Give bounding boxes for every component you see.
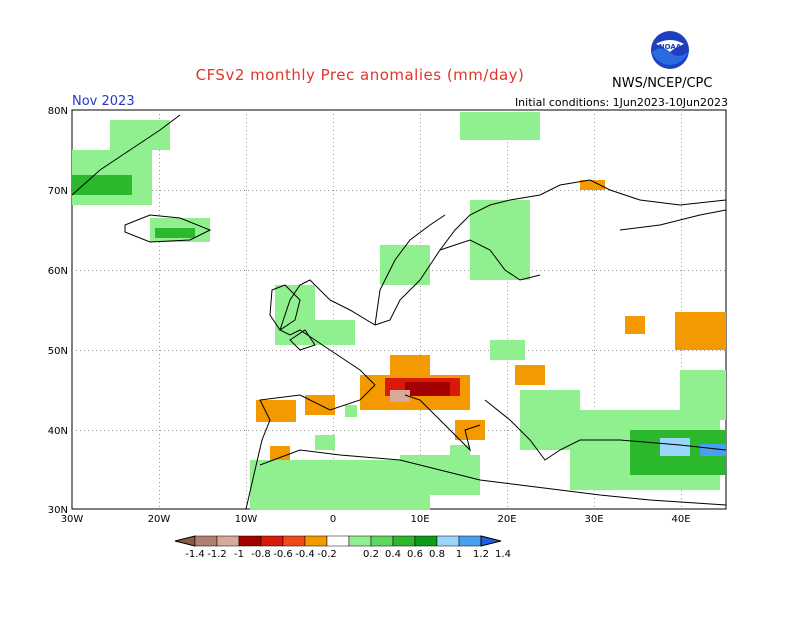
colorbar-label: -1: [234, 549, 244, 560]
svg-text:NOAA: NOAA: [659, 43, 682, 51]
lon-label: 20W: [148, 514, 171, 525]
colorbar-swatch: [238, 535, 262, 547]
colorbar-end-high: [480, 535, 502, 547]
gridlines: [72, 110, 726, 509]
lat-label: 30N: [48, 505, 68, 516]
colorbar-swatch: [282, 535, 306, 547]
colorbar-label: -0.2: [317, 549, 337, 560]
colorbar-swatch: [458, 535, 482, 547]
colorbar-label: 0.8: [429, 549, 445, 560]
colorbar-labels: -1.4 -1.2 -1 -0.8 -0.6 -0.4 -0.2 0.2 0.4 0.6 0.8 1 1…: [185, 549, 511, 560]
lon-label: 30E: [584, 514, 603, 525]
colorbar-end-low: [174, 535, 196, 547]
colorbar-label: 0.4: [385, 549, 401, 560]
colorbar-label: -1.4: [185, 549, 205, 560]
lon-label: 10W: [235, 514, 258, 525]
colorbar-label: -0.8: [251, 549, 271, 560]
colorbar-label: 1.4: [495, 549, 511, 560]
orange-anomaly-cells: [256, 180, 726, 460]
map-title: CFSv2 monthly Prec anomalies (mm/day): [195, 66, 525, 84]
colorbar-swatch: [370, 535, 394, 547]
colorbar-label: -1.2: [207, 549, 227, 560]
colorbar-label: 0.6: [407, 549, 423, 560]
colorbar: [174, 535, 502, 547]
colorbar-swatch: [194, 535, 218, 547]
colorbar-swatch: [392, 535, 416, 547]
forecast-month: Nov 2023: [72, 94, 135, 109]
map-frame: [71, 109, 727, 510]
colorbar-swatch: [326, 535, 350, 547]
colorbar-label: -0.6: [273, 549, 293, 560]
colorbar-label: 0.2: [363, 549, 379, 560]
lat-label: 70N: [48, 186, 68, 197]
agency-label: NWS/NCEP/CPC: [612, 76, 713, 91]
red-anomaly-cells: [385, 378, 460, 402]
lat-label: 40N: [48, 426, 68, 437]
colorbar-swatch: [304, 535, 328, 547]
lat-label: 80N: [48, 106, 68, 117]
colorbar-label: -0.4: [295, 549, 315, 560]
coastlines: [71, 114, 727, 510]
positive-anomaly-cells: [72, 112, 726, 510]
lon-label: 40E: [671, 514, 690, 525]
lat-label: 50N: [48, 346, 68, 357]
colorbar-swatch: [436, 535, 460, 547]
lat-label: 60N: [48, 266, 68, 277]
lon-labels: 30W 20W 10W 0 10E 20E 30E 40E: [61, 514, 691, 525]
lon-label: 20E: [497, 514, 516, 525]
lon-label: 0: [330, 514, 336, 525]
lon-label: 10E: [410, 514, 429, 525]
colorbar-label: 1.2: [473, 549, 489, 560]
colorbar-swatch: [260, 535, 284, 547]
colorbar-swatch: [348, 535, 372, 547]
noaa-logo: NOAA: [651, 31, 689, 69]
lon-label: 30W: [61, 514, 84, 525]
colorbar-label: 1: [456, 549, 462, 560]
colorbar-swatch: [216, 535, 240, 547]
initial-conditions: Initial conditions: 1Jun2023-10Jun2023: [514, 96, 728, 109]
strong-positive-anomaly-cells: [72, 175, 726, 475]
colorbar-swatch: [414, 535, 438, 547]
blue-anomaly-cells: [660, 438, 726, 456]
lat-labels: 80N 70N 60N 50N 40N 30N: [48, 106, 68, 516]
